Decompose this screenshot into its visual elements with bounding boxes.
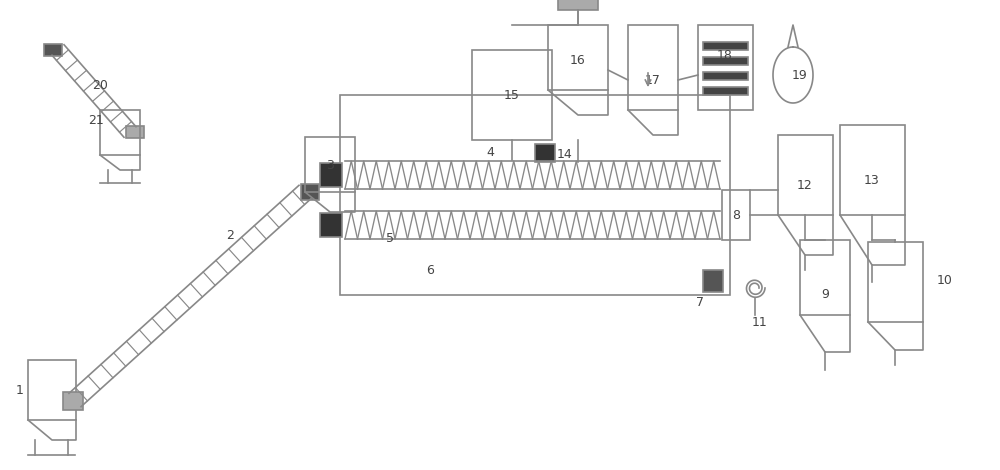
Bar: [778, 135, 833, 215]
Bar: [703, 42, 748, 50]
Bar: [703, 270, 723, 292]
Bar: [558, 0, 598, 10]
Bar: [100, 110, 140, 155]
Text: 2: 2: [226, 228, 234, 242]
Text: 3: 3: [326, 158, 334, 172]
Bar: [44, 44, 62, 56]
Bar: [305, 137, 355, 192]
Bar: [703, 87, 748, 95]
Bar: [28, 360, 76, 420]
Bar: [800, 240, 850, 315]
Bar: [628, 25, 678, 110]
Text: 11: 11: [752, 315, 768, 329]
Text: 4: 4: [486, 146, 494, 158]
Text: 12: 12: [797, 179, 813, 191]
Text: 13: 13: [864, 173, 880, 187]
Bar: [840, 125, 905, 215]
Bar: [320, 213, 342, 237]
Bar: [301, 184, 319, 200]
Text: 1: 1: [16, 384, 24, 397]
Text: 17: 17: [645, 73, 661, 86]
Text: 19: 19: [792, 69, 808, 81]
Bar: [548, 25, 608, 90]
Bar: [320, 163, 342, 187]
Text: 5: 5: [386, 232, 394, 244]
Text: 14: 14: [557, 148, 573, 160]
Bar: [698, 25, 753, 110]
Bar: [868, 242, 923, 322]
Text: 7: 7: [696, 296, 704, 308]
Bar: [535, 144, 555, 162]
Bar: [722, 190, 750, 240]
Text: 20: 20: [92, 78, 108, 92]
Text: 6: 6: [426, 264, 434, 276]
Text: 10: 10: [937, 274, 953, 287]
Bar: [703, 57, 748, 65]
Text: 18: 18: [717, 48, 733, 62]
Bar: [340, 95, 730, 295]
Bar: [703, 72, 748, 80]
Bar: [63, 392, 83, 410]
Text: 15: 15: [504, 88, 520, 102]
Text: 16: 16: [570, 54, 586, 66]
Text: 9: 9: [821, 289, 829, 301]
Text: 8: 8: [732, 209, 740, 221]
Bar: [126, 126, 144, 138]
Text: 21: 21: [88, 113, 104, 126]
Bar: [472, 50, 552, 140]
